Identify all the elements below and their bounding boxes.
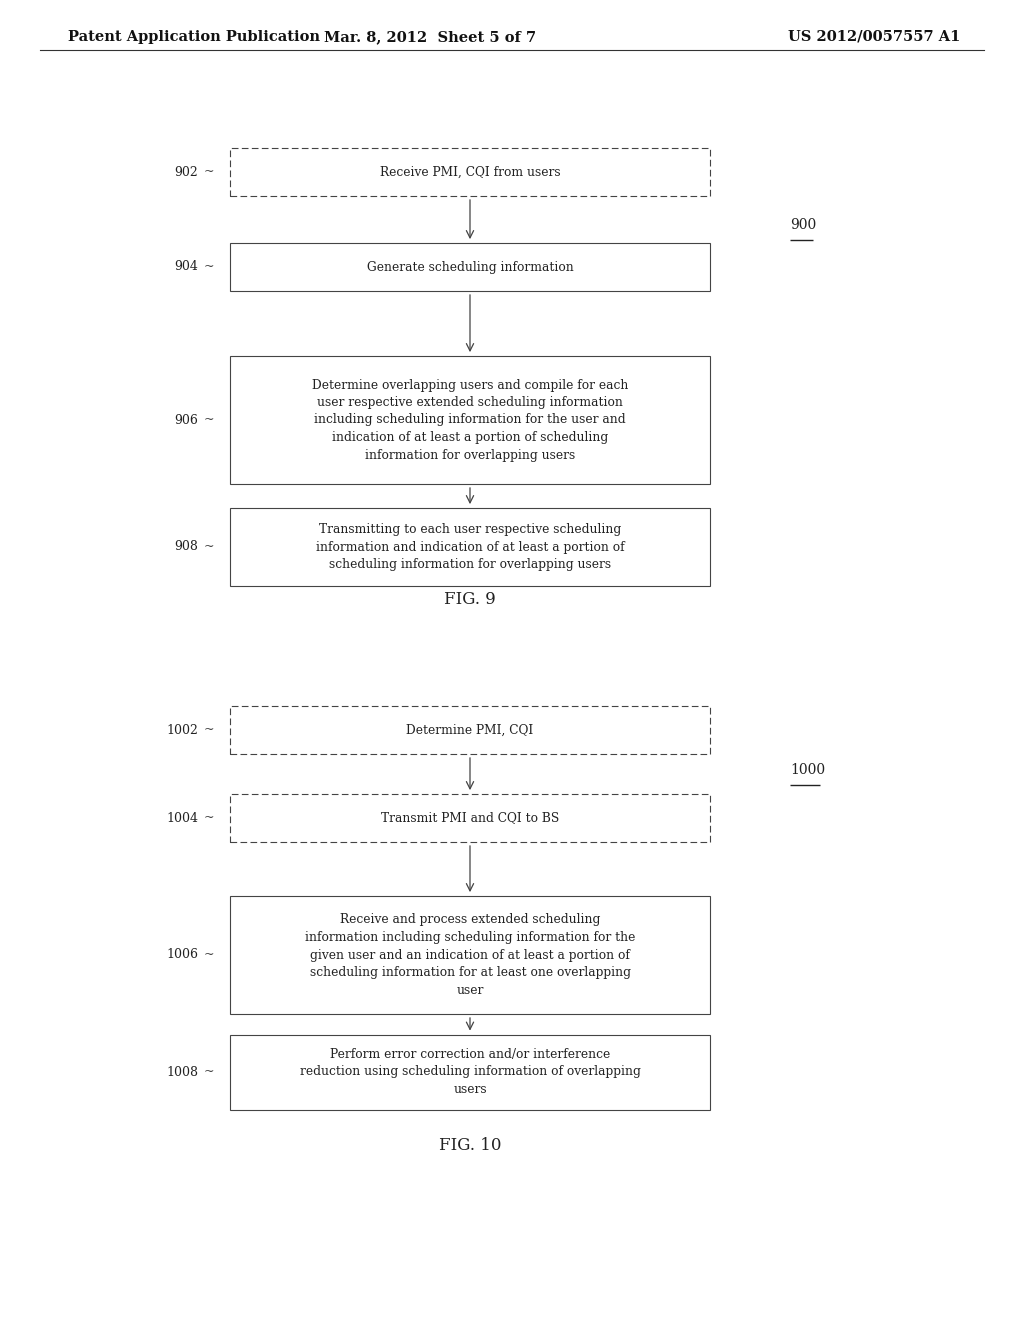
Text: 908: 908: [174, 540, 198, 553]
Text: Perform error correction and/or interference
reduction using scheduling informat: Perform error correction and/or interfer…: [300, 1048, 640, 1096]
Text: US 2012/0057557 A1: US 2012/0057557 A1: [787, 30, 961, 44]
FancyBboxPatch shape: [230, 795, 710, 842]
Text: Mar. 8, 2012  Sheet 5 of 7: Mar. 8, 2012 Sheet 5 of 7: [324, 30, 536, 44]
Text: 902: 902: [174, 165, 198, 178]
Text: Determine overlapping users and compile for each
user respective extended schedu: Determine overlapping users and compile …: [312, 379, 628, 462]
Text: ~: ~: [204, 540, 214, 553]
Text: ~: ~: [204, 812, 214, 825]
Text: 1008: 1008: [166, 1065, 198, 1078]
Text: 906: 906: [174, 413, 198, 426]
Text: ~: ~: [204, 165, 214, 178]
FancyBboxPatch shape: [230, 356, 710, 484]
FancyBboxPatch shape: [230, 896, 710, 1014]
Text: Determine PMI, CQI: Determine PMI, CQI: [407, 723, 534, 737]
Text: 900: 900: [790, 218, 816, 232]
Text: Transmit PMI and CQI to BS: Transmit PMI and CQI to BS: [381, 812, 559, 825]
Text: FIG. 10: FIG. 10: [438, 1137, 502, 1154]
FancyBboxPatch shape: [230, 148, 710, 195]
FancyBboxPatch shape: [230, 508, 710, 586]
Text: ~: ~: [204, 260, 214, 273]
FancyBboxPatch shape: [230, 1035, 710, 1110]
Text: ~: ~: [204, 413, 214, 426]
Text: 1006: 1006: [166, 949, 198, 961]
Text: ~: ~: [204, 949, 214, 961]
FancyBboxPatch shape: [230, 243, 710, 290]
Text: ~: ~: [204, 1065, 214, 1078]
Text: 1000: 1000: [790, 763, 825, 777]
Text: 1002: 1002: [166, 723, 198, 737]
Text: Receive PMI, CQI from users: Receive PMI, CQI from users: [380, 165, 560, 178]
Text: Receive and process extended scheduling
information including scheduling informa: Receive and process extended scheduling …: [305, 913, 635, 997]
Text: Patent Application Publication: Patent Application Publication: [68, 30, 319, 44]
Text: FIG. 9: FIG. 9: [444, 591, 496, 609]
Text: ~: ~: [204, 723, 214, 737]
Text: Generate scheduling information: Generate scheduling information: [367, 260, 573, 273]
FancyBboxPatch shape: [230, 706, 710, 754]
Text: 1004: 1004: [166, 812, 198, 825]
Text: Transmitting to each user respective scheduling
information and indication of at: Transmitting to each user respective sch…: [315, 523, 625, 572]
Text: 904: 904: [174, 260, 198, 273]
